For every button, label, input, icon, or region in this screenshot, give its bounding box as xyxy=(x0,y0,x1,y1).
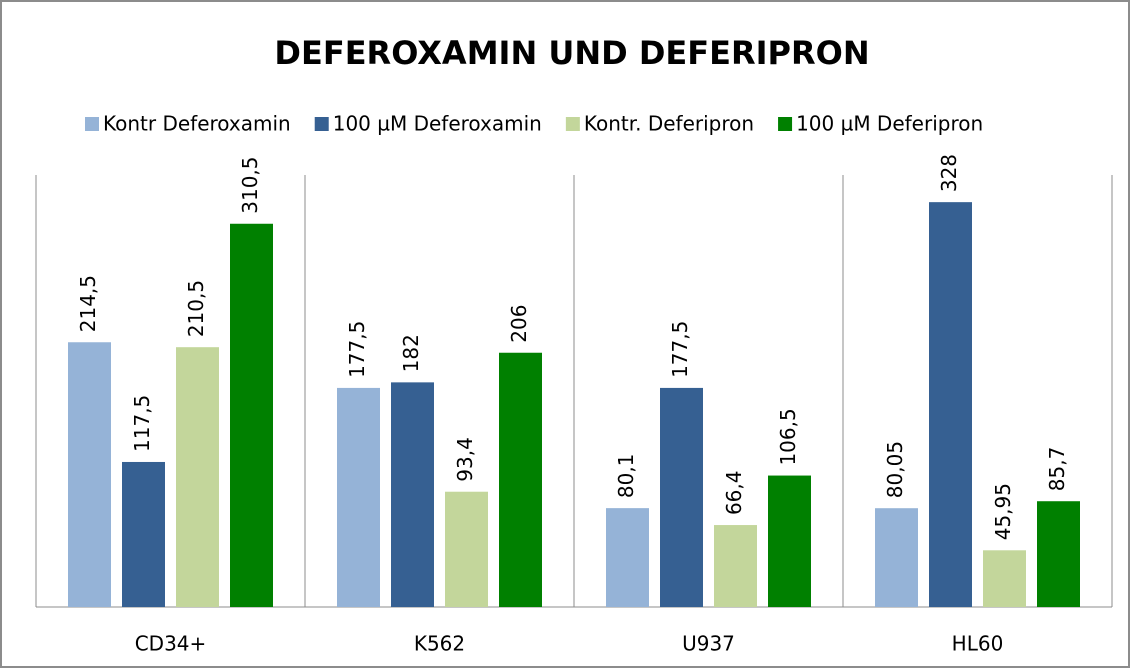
bar xyxy=(606,508,649,607)
x-tick-label: HL60 xyxy=(952,632,1004,656)
data-label: 66,4 xyxy=(722,471,746,516)
data-label: 182 xyxy=(399,334,423,372)
bar xyxy=(768,475,811,607)
legend-swatch xyxy=(314,117,329,131)
legend-label: Kontr. Deferipron xyxy=(584,112,754,136)
legend-swatch xyxy=(565,117,580,131)
data-label: 106,5 xyxy=(776,408,800,465)
data-label: 80,05 xyxy=(883,441,907,498)
data-label: 80,1 xyxy=(614,454,638,499)
data-label: 214,5 xyxy=(76,275,100,332)
bar xyxy=(1037,501,1080,607)
x-tick-label: U937 xyxy=(682,632,735,656)
bar xyxy=(499,352,542,607)
x-tick-label: CD34+ xyxy=(135,632,207,656)
bar xyxy=(714,525,757,607)
data-label: 328 xyxy=(937,154,961,192)
data-label: 45,95 xyxy=(991,483,1015,540)
chart-title: DEFEROXAMIN UND DEFERIPRON xyxy=(274,34,869,72)
bar xyxy=(230,223,273,608)
data-label: 93,4 xyxy=(453,437,477,482)
legend-label: Kontr Deferoxamin xyxy=(103,112,291,136)
bar xyxy=(68,342,111,607)
data-label: 210,5 xyxy=(184,280,208,337)
data-label: 206 xyxy=(507,305,531,343)
legend-label: 100 µM Deferoxamin xyxy=(333,112,542,136)
bar xyxy=(660,387,703,607)
bar xyxy=(983,550,1026,607)
bar xyxy=(875,508,918,607)
legend-swatch xyxy=(778,117,793,131)
data-label: 117,5 xyxy=(130,395,154,452)
bar xyxy=(391,382,434,607)
data-label: 177,5 xyxy=(668,321,692,378)
x-tick-label: K562 xyxy=(414,632,465,656)
bar xyxy=(122,461,165,607)
legend-label: 100 µM Deferipron xyxy=(796,112,983,136)
bar xyxy=(445,491,488,607)
data-label: 310,5 xyxy=(238,156,262,213)
legend-swatch xyxy=(85,117,99,131)
data-label: 85,7 xyxy=(1045,447,1069,492)
bar xyxy=(337,387,380,607)
bar xyxy=(929,202,972,607)
bar xyxy=(176,347,219,607)
data-label: 177,5 xyxy=(345,321,369,378)
